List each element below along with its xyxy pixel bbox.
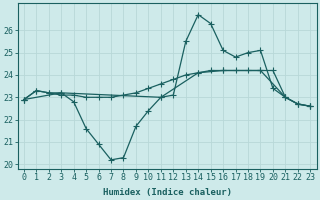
- X-axis label: Humidex (Indice chaleur): Humidex (Indice chaleur): [103, 188, 232, 197]
